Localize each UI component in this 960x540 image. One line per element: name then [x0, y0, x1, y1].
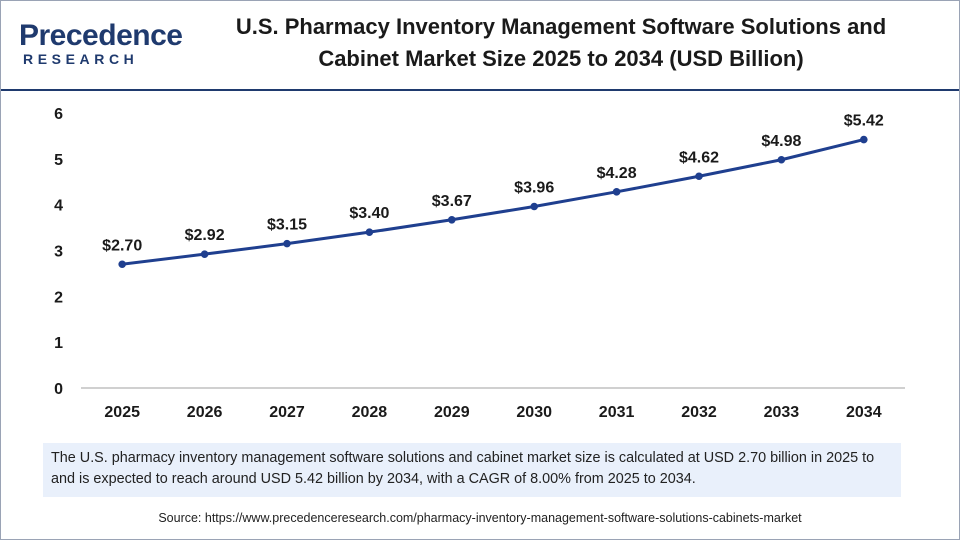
y-tick-label: 1: [54, 335, 63, 352]
data-point: [695, 172, 703, 181]
data-point: [448, 215, 456, 224]
brand-name-bottom: RESEARCH: [23, 51, 139, 67]
brand-logo: Precedence RESEARCH: [15, 15, 183, 73]
data-label: $4.28: [597, 165, 637, 182]
x-tick-label: 2034: [846, 404, 882, 421]
x-tick-label: 2029: [434, 404, 470, 421]
header-divider: [1, 89, 959, 91]
line-chart: 0 1 2 3 4 5 6 2025 2026 2027 2028 2029 2030 2031 2032 2…: [1, 91, 959, 436]
y-tick-label: 4: [54, 198, 63, 215]
data-label: $2.70: [102, 237, 142, 254]
y-tick-label: 2: [54, 289, 63, 306]
x-tick-label: 2030: [516, 404, 552, 421]
data-label: $3.96: [514, 180, 554, 197]
data-point: [365, 228, 374, 236]
source-citation: Source: https://www.precedenceresearch.c…: [158, 511, 802, 525]
data-point: [860, 135, 868, 144]
brand-name-top: Precedence: [19, 19, 183, 52]
description-box: The U.S. pharmacy inventory management s…: [43, 443, 901, 497]
y-tick-label: 3: [54, 244, 63, 261]
y-tick-label: 0: [54, 381, 63, 398]
data-point: [777, 155, 786, 164]
header: Precedence RESEARCH U.S. Pharmacy Invent…: [1, 1, 959, 87]
series-line: [122, 138, 865, 266]
data-label: $4.98: [761, 133, 801, 150]
chart-title-line-1: U.S. Pharmacy Inventory Management Softw…: [235, 14, 887, 39]
data-label: $3.40: [349, 205, 389, 222]
x-tick-label: 2031: [599, 404, 635, 421]
chart-title-line-2: Cabinet Market Size 2025 to 2034 (USD Bi…: [318, 46, 804, 71]
x-tick-label: 2026: [187, 404, 223, 421]
chart-svg: 0 1 2 3 4 5 6 2025 2026 2027 2028 2029 2030 2031 2032 2…: [54, 106, 905, 421]
y-tick-label: 5: [54, 152, 63, 169]
y-tick-label: 6: [54, 106, 63, 123]
data-point: [118, 260, 126, 269]
x-tick-label: 2025: [104, 404, 140, 421]
data-label: $3.67: [432, 193, 472, 210]
x-tick-label: 2033: [764, 404, 800, 421]
data-point: [200, 250, 209, 258]
x-tick-label: 2027: [269, 404, 305, 421]
data-point: [283, 239, 291, 248]
x-tick-label: 2032: [681, 404, 717, 421]
data-label: $3.15: [267, 217, 307, 234]
data-label: $2.92: [185, 227, 225, 244]
chart-title: U.S. Pharmacy Inventory Management Softw…: [191, 11, 931, 75]
data-label: $5.42: [844, 113, 884, 130]
data-point: [612, 188, 621, 196]
data-point: [530, 202, 538, 211]
x-tick-label: 2028: [352, 404, 388, 421]
data-label: $4.62: [679, 149, 719, 166]
